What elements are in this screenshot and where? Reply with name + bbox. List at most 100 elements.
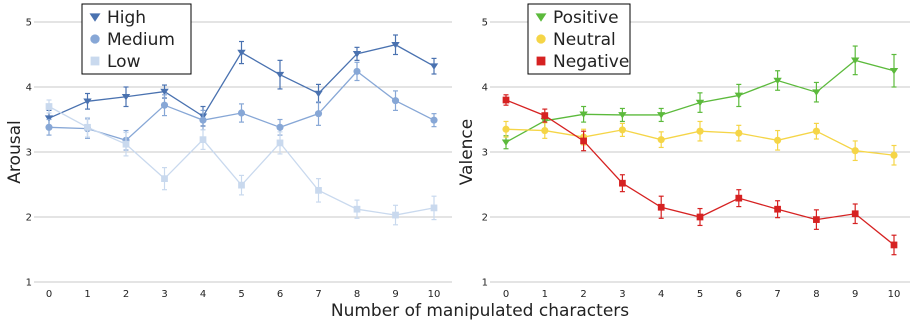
- arousal-legend-low-label: Low: [107, 52, 141, 72]
- valence-y-axis-label: Valence: [457, 119, 477, 186]
- valence-neutral-point-6: [735, 129, 743, 137]
- arousal-y-axis-label: Arousal: [5, 120, 25, 183]
- valence-positive-point-2: [579, 111, 588, 118]
- arousal-legend-medium-marker: [90, 34, 100, 44]
- valence-y-tick-3: 3: [482, 148, 488, 159]
- arousal-high-point-3: [160, 88, 169, 96]
- arousal-high-point-5: [237, 49, 246, 57]
- arousal-low-point-0: [45, 103, 53, 110]
- valence-negative-point-10: [890, 241, 898, 249]
- arousal-high-point-7: [314, 90, 323, 98]
- valence-x-tick-6: 6: [736, 289, 742, 300]
- arousal-y-tick-1: 1: [26, 278, 32, 289]
- valence-legend-negative-marker: [536, 56, 546, 66]
- valence-negative-point-1: [541, 112, 549, 119]
- arousal-high-point-0: [44, 115, 54, 122]
- arousal-y-tick-2: 2: [26, 213, 32, 224]
- arousal-legend-box: [81, 3, 192, 75]
- valence-x-tick-7: 7: [774, 289, 780, 300]
- arousal-legend-medium-label: Medium: [107, 30, 175, 50]
- arousal-x-tick-10: 10: [428, 289, 441, 300]
- arousal-x-tick-2: 2: [123, 289, 129, 300]
- valence-neutral-point-7: [774, 136, 782, 144]
- valence-positive-point-5: [695, 99, 705, 107]
- arousal-high-point-10: [429, 63, 439, 70]
- valence-neutral-point-8: [812, 127, 820, 135]
- arousal-y-tick-4: 4: [26, 83, 32, 94]
- valence-negative-point-8: [813, 216, 820, 223]
- valence-negative-point-0: [502, 96, 510, 104]
- valence-negative-point-3: [619, 179, 626, 187]
- valence-negative-point-4: [657, 203, 665, 211]
- valence-neutral-point-0: [502, 125, 510, 133]
- arousal-x-tick-5: 5: [238, 289, 244, 300]
- arousal-x-tick-7: 7: [315, 289, 321, 300]
- arousal-high-point-1: [83, 98, 92, 105]
- arousal-x-tick-9: 9: [392, 289, 398, 300]
- arousal-medium-point-3: [160, 101, 169, 109]
- valence-legend-neutral-label: Neutral: [553, 30, 616, 50]
- valence-neutral-point-5: [696, 127, 704, 135]
- arousal-medium-point-0: [45, 123, 53, 131]
- arousal-medium-point-9: [391, 97, 400, 105]
- valence-negative-point-2: [580, 137, 587, 145]
- arousal-low-point-3: [161, 175, 168, 183]
- arousal-y-tick-3: 3: [26, 148, 32, 159]
- arousal-x-tick-8: 8: [354, 289, 360, 300]
- valence-negative-point-9: [851, 210, 859, 218]
- valence-positive-point-9: [851, 57, 860, 64]
- arousal-medium-point-6: [276, 123, 284, 131]
- valence-neutral-point-1: [541, 126, 549, 135]
- valence-legend-positive-label: Positive: [553, 8, 619, 28]
- valence-positive-point-10: [889, 67, 899, 75]
- arousal-low-point-8: [353, 205, 361, 213]
- valence-x-tick-8: 8: [813, 289, 819, 300]
- valence-negative-point-5: [696, 213, 704, 221]
- valence-negative-point-6: [735, 194, 743, 202]
- arousal-low-point-9: [392, 211, 399, 219]
- arousal-x-tick-0: 0: [46, 289, 52, 300]
- arousal-low-point-1: [84, 123, 91, 131]
- valence-x-tick-9: 9: [852, 289, 858, 300]
- valence-y-tick-2: 2: [482, 213, 488, 224]
- arousal-medium-point-7: [314, 110, 323, 118]
- valence-legend-neutral-marker: [536, 34, 546, 44]
- valence-positive-point-4: [657, 112, 666, 119]
- valence-neutral-point-4: [657, 136, 665, 144]
- arousal-low-point-4: [199, 136, 207, 144]
- arousal-x-tick-1: 1: [84, 289, 90, 300]
- arousal-medium-point-10: [430, 116, 438, 124]
- valence-x-tick-4: 4: [658, 289, 664, 300]
- valence-neutral-point-9: [851, 147, 859, 155]
- arousal-legend-high-marker: [89, 13, 101, 22]
- arousal-low-point-7: [315, 186, 322, 194]
- arousal-low-line: [48, 105, 435, 216]
- arousal-medium-point-8: [353, 67, 361, 75]
- arousal-high-point-2: [121, 93, 131, 101]
- valence-positive-point-3: [618, 112, 627, 119]
- arousal-medium-point-5: [237, 109, 246, 117]
- arousal-legend-low-marker: [90, 56, 100, 66]
- valence-y-tick-4: 4: [482, 83, 488, 94]
- arousal-low-point-10: [430, 204, 438, 212]
- arousal-high-point-8: [352, 51, 362, 58]
- arousal-low-point-2: [122, 140, 130, 148]
- valence-x-tick-10: 10: [888, 289, 901, 300]
- valence-x-tick-2: 2: [580, 289, 586, 300]
- arousal-x-tick-6: 6: [277, 289, 283, 300]
- arousal-medium-point-4: [199, 116, 207, 124]
- valence-x-tick-1: 1: [542, 289, 548, 300]
- valence-positive-point-7: [773, 77, 782, 85]
- valence-x-tick-3: 3: [619, 289, 625, 300]
- arousal-x-tick-3: 3: [161, 289, 167, 300]
- arousal-high-point-9: [391, 41, 400, 49]
- valence-x-tick-0: 0: [503, 289, 509, 300]
- arousal-high-point-6: [275, 71, 285, 79]
- valence-positive-point-6: [734, 92, 743, 100]
- valence-positive-point-8: [812, 89, 821, 96]
- valence-x-tick-5: 5: [697, 289, 703, 300]
- valence-positive-point-0: [501, 139, 511, 146]
- arousal-x-tick-4: 4: [200, 289, 206, 300]
